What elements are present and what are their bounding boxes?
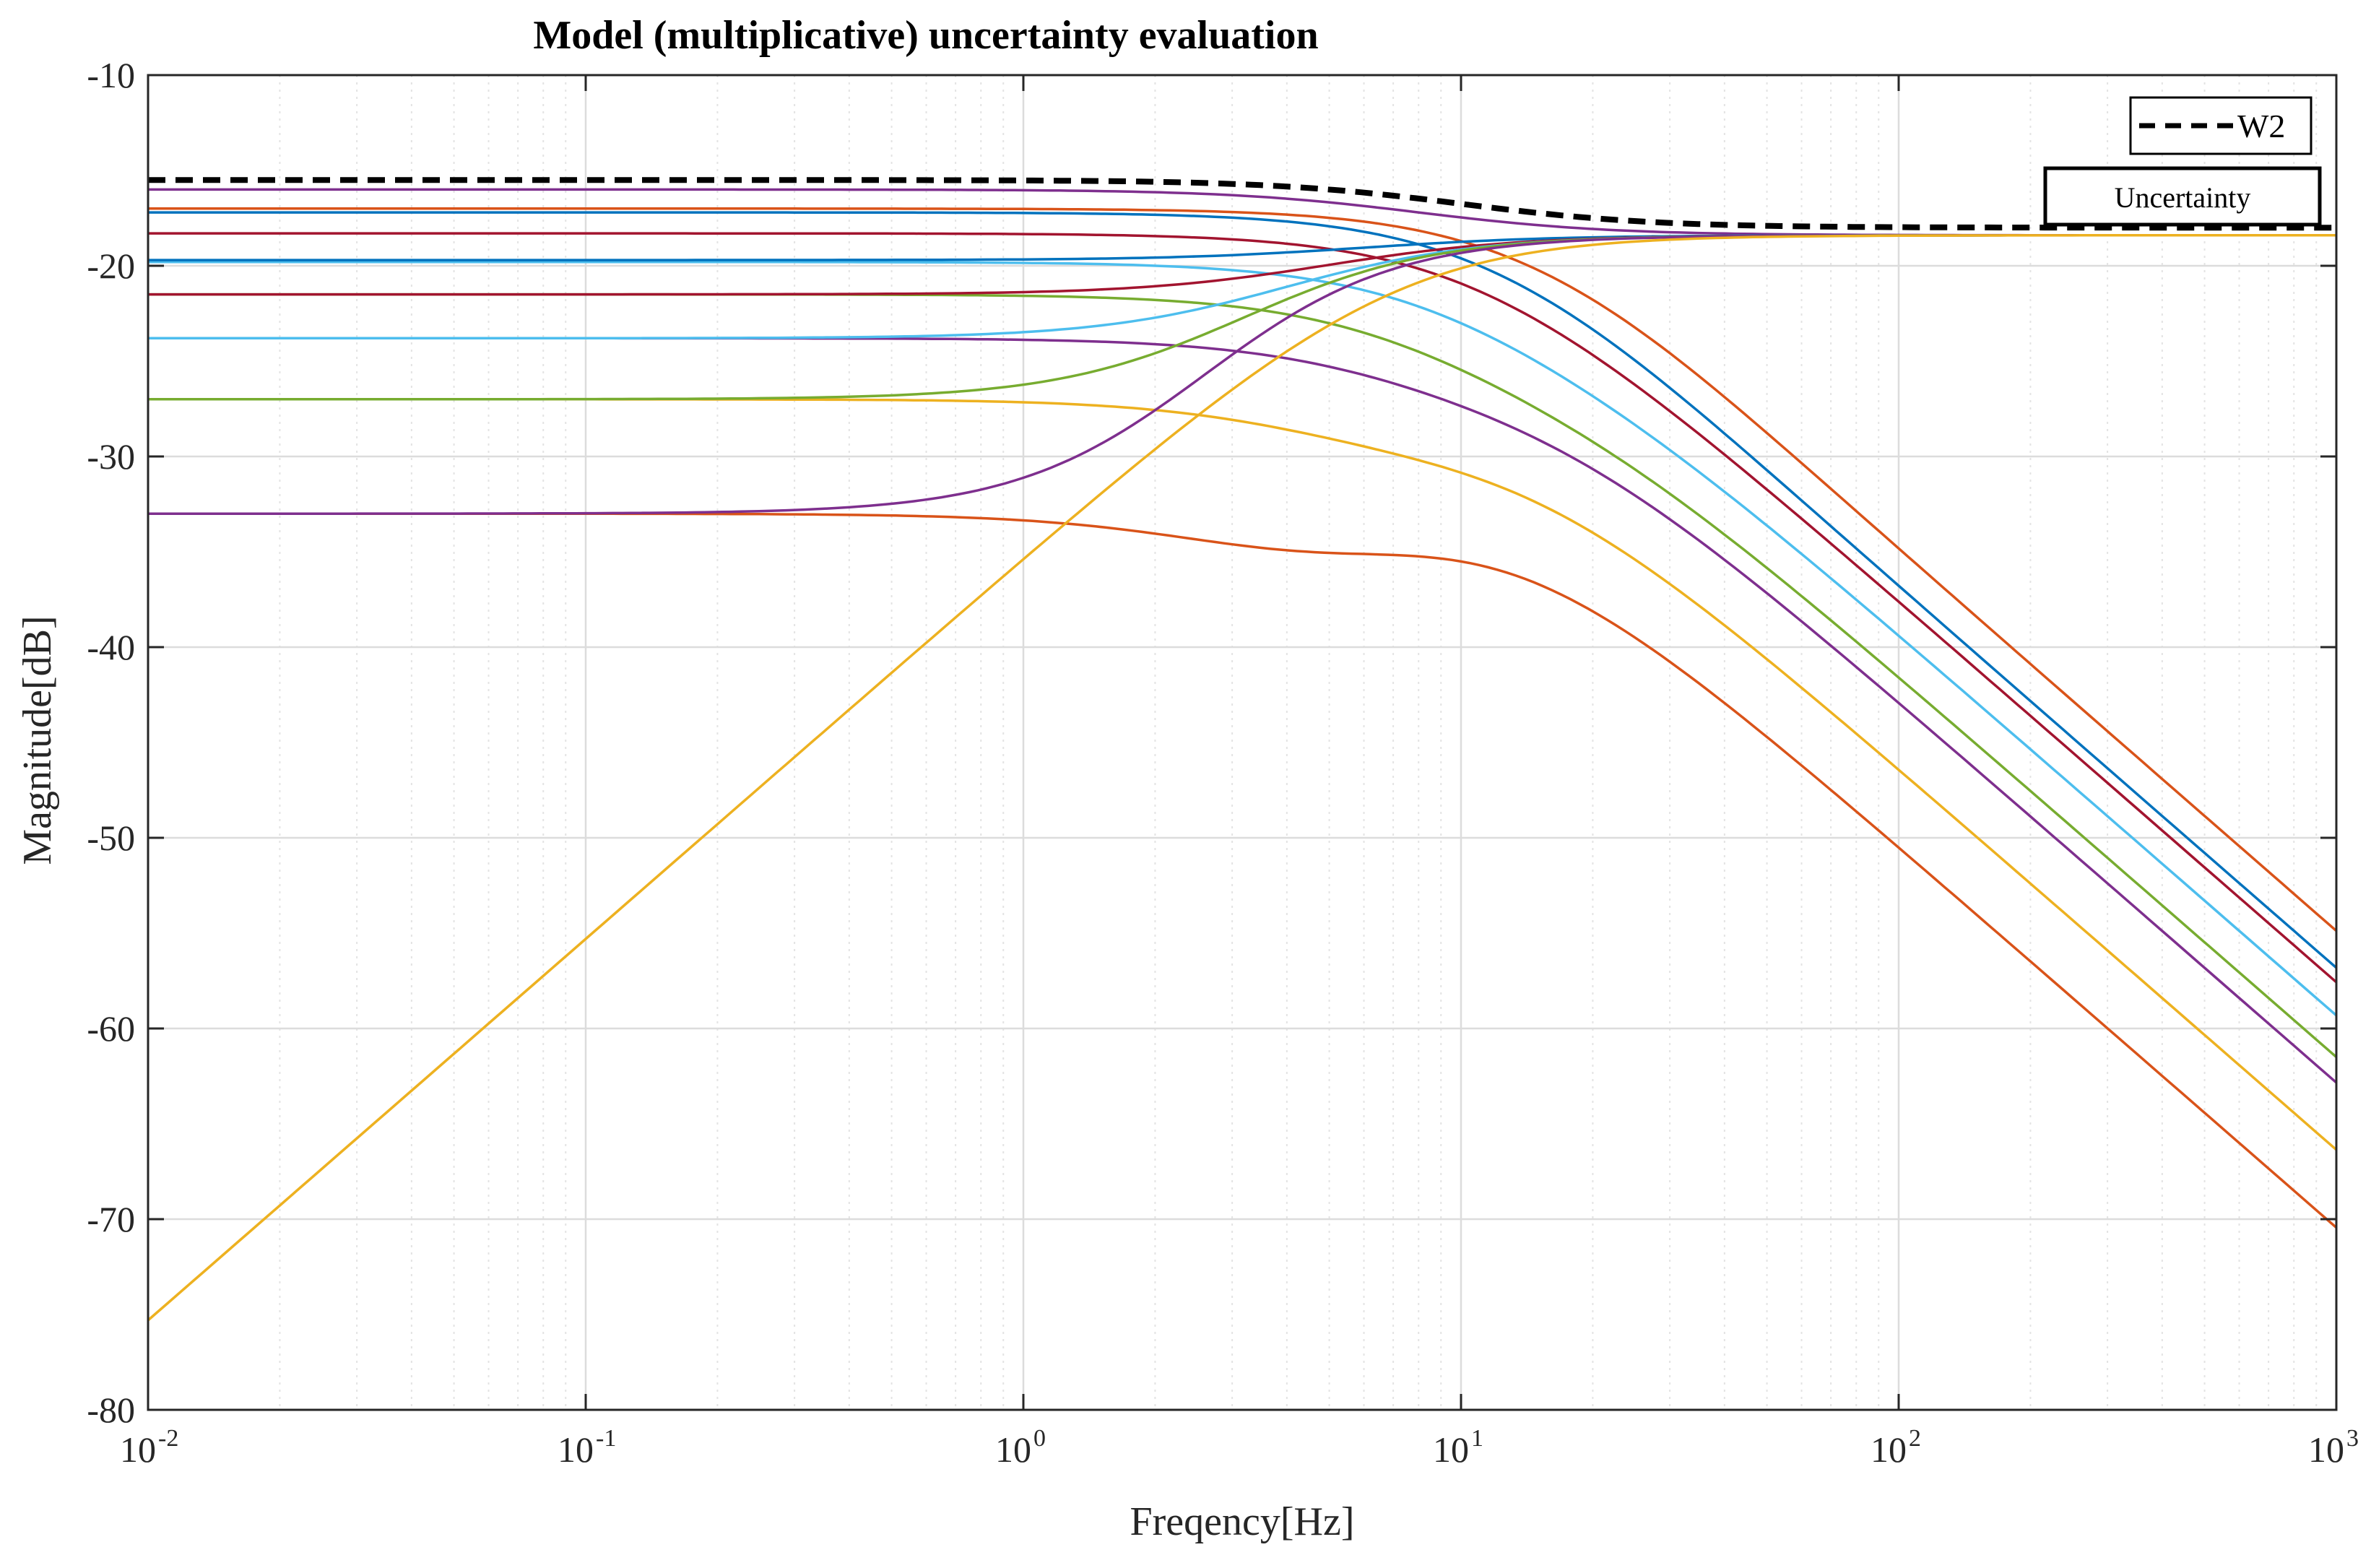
x-tick-exponent: 1	[1471, 1425, 1483, 1452]
plot-frame	[147, 74, 2338, 1411]
series-line-sample-1	[148, 207, 2338, 932]
series-layer	[147, 177, 2338, 1322]
x-tick-label: 10	[1871, 1429, 1907, 1470]
y-tick-label: -20	[87, 246, 135, 286]
x-tick-label: 10	[1433, 1429, 1469, 1470]
series-line-sample-4	[148, 260, 2338, 1017]
y-axis-ticks: -10 -20 -30 -40 -50 -60 -70 -80	[87, 55, 2336, 1430]
plot-area	[148, 75, 2336, 1410]
legend-box-uncertainty	[2043, 166, 2322, 227]
x-tick-exponent: 3	[2346, 1425, 2359, 1452]
y-tick-label: -40	[87, 627, 135, 667]
x-tick-label: 10	[558, 1429, 594, 1470]
x-tick-exponent: 0	[1033, 1425, 1046, 1452]
legend: W2 Uncertainty	[2043, 96, 2322, 227]
y-tick-label: -50	[87, 818, 135, 858]
x-tick-exponent: -1	[596, 1425, 616, 1452]
y-tick-label: -70	[87, 1199, 135, 1239]
legend-label-w2: W2	[2237, 108, 2285, 144]
chart-title: Model (multiplicative) uncertainty evalu…	[533, 13, 1318, 58]
x-tick-label: 10	[2308, 1429, 2344, 1470]
y-tick-label: -10	[87, 55, 135, 95]
series-line-sample-3	[148, 232, 2338, 984]
x-axis-ticks: 10 -2 10 -1 10 0 10 1 10 2 10 3	[120, 75, 2359, 1470]
x-tick-label: 10	[995, 1429, 1031, 1470]
y-axis-label: Magnitude[dB]	[15, 615, 60, 865]
y-tick-label: -30	[87, 436, 135, 477]
y-tick-label: -80	[87, 1390, 135, 1430]
x-tick-exponent: 2	[1909, 1425, 1921, 1452]
series-line-sample-14	[147, 234, 2336, 1322]
y-tick-label: -60	[87, 1008, 135, 1049]
series-line-sample-2	[148, 211, 2338, 969]
minor-grid	[279, 75, 2318, 1410]
legend-label-uncertainty: Uncertainty	[2115, 181, 2251, 214]
x-axis-label: Freqency[Hz]	[1130, 1499, 1355, 1544]
series-line-w2	[148, 177, 2336, 231]
x-tick-exponent: -2	[158, 1425, 178, 1452]
x-tick-label: 10	[120, 1429, 156, 1470]
